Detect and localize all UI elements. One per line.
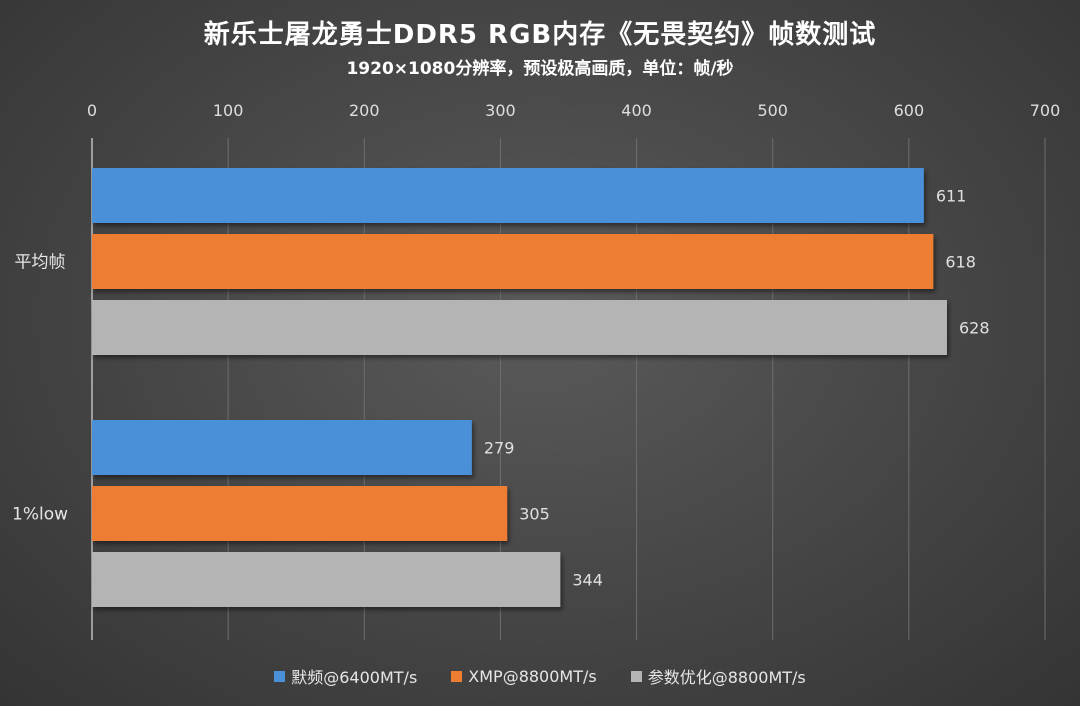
data-label: 344 xyxy=(572,571,603,590)
bar xyxy=(92,420,472,475)
x-axis-ticks: 0 100 200 300 400 500 600 700 xyxy=(87,101,1060,120)
x-tick-label: 600 xyxy=(894,101,925,120)
legend: 默频@6400MT/s XMP@8800MT/s 参数优化@8800MT/s xyxy=(0,664,1080,688)
bar xyxy=(92,168,924,223)
data-label: 618 xyxy=(945,253,976,272)
bars xyxy=(92,168,947,607)
legend-swatch xyxy=(630,670,642,682)
data-label: 305 xyxy=(519,505,550,524)
bar xyxy=(92,486,508,541)
chart-title: 新乐士屠龙勇士DDR5 RGB内存《无畏契约》帧数测试 xyxy=(203,20,877,50)
data-label: 279 xyxy=(484,439,515,458)
category-labels: 平均帧 1%low xyxy=(12,253,68,525)
legend-item: 默频@6400MT/s xyxy=(274,664,417,688)
x-tick-label: 400 xyxy=(621,101,652,120)
legend-swatch xyxy=(451,670,463,682)
x-tick-label: 300 xyxy=(485,101,516,120)
bar xyxy=(92,552,561,607)
bar xyxy=(92,234,934,289)
data-labels: 611 618 628 279 305 344 xyxy=(484,187,990,590)
x-tick-label: 700 xyxy=(1030,101,1061,120)
x-tick-label: 100 xyxy=(213,101,244,120)
category-label: 平均帧 xyxy=(15,253,66,273)
data-label: 611 xyxy=(936,187,967,206)
legend-label: 参数优化@8800MT/s xyxy=(647,668,806,687)
bar xyxy=(92,300,947,355)
x-tick-label: 500 xyxy=(757,101,788,120)
x-tick-label: 0 xyxy=(87,101,97,120)
category-label: 1%low xyxy=(12,505,68,525)
data-label: 628 xyxy=(959,319,990,338)
legend-label: 默频@6400MT/s xyxy=(291,668,418,687)
chart-subtitle: 1920×1080分辨率，预设极高画质，单位：帧/秒 xyxy=(346,59,734,79)
legend-label: XMP@8800MT/s xyxy=(468,666,597,686)
legend-item: XMP@8800MT/s xyxy=(451,664,597,688)
legend-item: 参数优化@8800MT/s xyxy=(630,664,806,688)
legend-swatch xyxy=(274,670,286,682)
x-tick-label: 200 xyxy=(349,101,380,120)
